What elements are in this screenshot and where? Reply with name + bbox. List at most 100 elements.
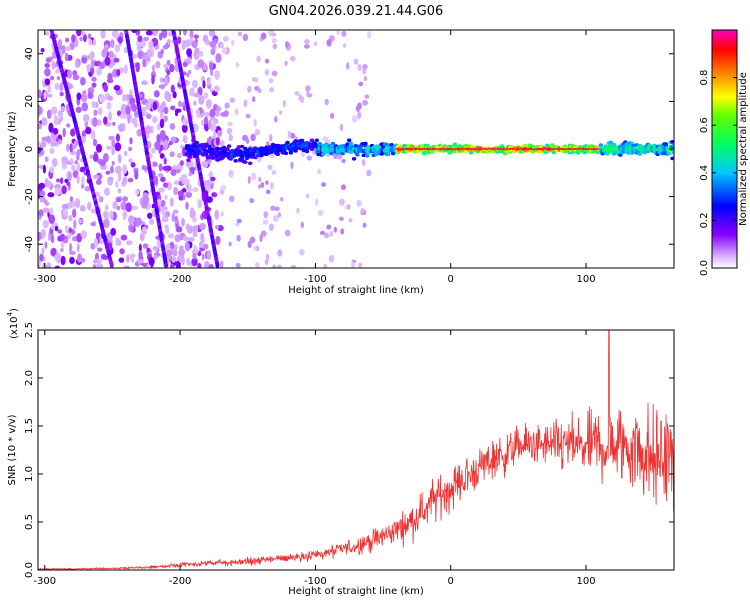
spectrogram-cell: [170, 136, 177, 143]
spectrogram-cell: [159, 144, 164, 151]
spectrogram-cell: [184, 241, 190, 252]
spectrogram-cell: [162, 165, 169, 171]
snr-y-tick-label: 0.0: [24, 562, 35, 578]
spectrogram-cell: [228, 195, 235, 203]
spectrogram-cell: [84, 185, 92, 192]
spectrogram-cell: [177, 100, 182, 108]
spectrogram-cell: [282, 147, 287, 152]
spectrogram-cell: [159, 153, 165, 159]
spectrogram-cell: [54, 187, 62, 196]
spectrogram-cell: [122, 196, 129, 202]
spectrogram-cell: [122, 164, 128, 174]
spectrogram-cell: [141, 166, 149, 171]
spectrogram-cell: [282, 99, 286, 108]
colorbar: 0.0 0.2 0.4 0.6 0.8 Normalized spectral ampl…: [699, 29, 749, 276]
spectrogram-cell: [274, 115, 278, 123]
spectrogram-cell: [76, 148, 81, 157]
spectrogram-cell: [90, 221, 96, 227]
spectrogram-cell: [164, 224, 169, 229]
spectrogram-cell: [247, 85, 252, 93]
spectrogram-cell: [608, 140, 613, 145]
spectrogram-cell: [181, 39, 187, 50]
spectrogram-cell: [166, 92, 172, 103]
spectrogram-cell: [141, 80, 148, 86]
spectrogram-cell: [54, 114, 58, 122]
spectrogram-cell: [234, 108, 239, 116]
spectrogram-cell: [163, 64, 169, 69]
spectrogram-x-tick-label: 0: [448, 274, 454, 285]
spectrogram-cell: [38, 182, 46, 190]
spectrogram-cell: [50, 106, 58, 115]
spectrogram-cell: [81, 102, 89, 112]
spectrogram-cell: [105, 170, 111, 175]
spectrogram-cell: [356, 102, 362, 110]
spectrogram-cell: [269, 182, 274, 190]
spectrogram-cell: [328, 254, 335, 263]
spectrogram-cell: [54, 225, 59, 232]
spectrogram-cell: [229, 97, 235, 103]
spectrogram-cells: [38, 30, 674, 268]
spectrogram-cell: [260, 182, 265, 188]
spectrogram-cell: [177, 36, 182, 45]
spectrogram-cell: [338, 198, 345, 206]
spectrogram-cell: [164, 262, 169, 268]
spectrogram-cell: [201, 253, 205, 261]
spectrogram-cell: [189, 166, 196, 172]
spectrogram-cell: [95, 232, 101, 239]
spectrogram-cell: [188, 172, 192, 177]
spectrogram-cell: [198, 95, 205, 105]
spectrogram-cell: [82, 33, 87, 43]
spectrogram-cell: [71, 201, 76, 208]
spectrogram-cell: [159, 77, 164, 84]
spectrogram-cell: [47, 84, 51, 94]
spectrogram-y-ticks: -40 -20 0 20 40: [24, 47, 674, 252]
spectrogram-cell: [351, 261, 355, 268]
spectrogram-cell: [80, 136, 87, 144]
spectrogram-cell: [58, 45, 63, 51]
spectrogram-cell: [299, 138, 305, 143]
spectrogram-cell: [231, 39, 235, 47]
spectrogram-cell: [38, 123, 43, 130]
spectrogram-cell: [114, 165, 122, 174]
spectrogram-cell: [49, 147, 55, 155]
spectrogram-cell: [129, 97, 136, 106]
spectrogram-cell: [86, 201, 92, 211]
spectrogram-cell: [91, 82, 97, 88]
spectrogram-cell: [367, 31, 372, 39]
spectrogram-cell: [125, 202, 132, 213]
spectrogram-cell: [50, 224, 54, 230]
spectrogram-cell: [56, 76, 60, 81]
spectrogram-cell: [144, 125, 152, 135]
spectrogram-cell: [133, 110, 139, 118]
spectrogram-cell: [41, 136, 49, 142]
colorbar-tick-label: 0.2: [699, 212, 710, 228]
spectrogram-cell: [103, 210, 107, 219]
spectrogram-cell: [228, 134, 233, 142]
spectrogram-cell: [249, 198, 255, 204]
spectrogram-cell: [138, 243, 142, 252]
spectrogram-cell: [128, 158, 133, 163]
spectrogram-cell: [341, 158, 346, 163]
spectrogram-cell: [62, 127, 66, 138]
spectrogram-cell: [288, 151, 293, 155]
spectrogram-cell: [202, 80, 206, 89]
spectrogram-cell: [213, 38, 219, 43]
spectrogram-cell: [46, 262, 52, 268]
spectrogram-cell: [173, 244, 178, 251]
spectrogram-cell: [151, 30, 159, 37]
spectrogram-cell: [38, 259, 41, 268]
spectrogram-x-label: Height of straight line (km): [288, 285, 424, 296]
spectrogram-cell: [45, 57, 52, 63]
spectrogram-cell: [170, 241, 175, 250]
spectrogram-cell: [390, 151, 396, 156]
spectrogram-cell: [142, 195, 150, 205]
spectrogram-cell: [67, 69, 73, 79]
spectrogram-cell: [186, 158, 191, 163]
spectrogram-cell: [159, 111, 164, 119]
spectrogram-cell: [248, 161, 253, 166]
spectrogram-y-tick-label: 40: [24, 47, 35, 60]
spectrogram-cell: [329, 112, 335, 119]
spectrogram-cell: [58, 109, 63, 119]
spectrogram-cell: [347, 138, 352, 142]
